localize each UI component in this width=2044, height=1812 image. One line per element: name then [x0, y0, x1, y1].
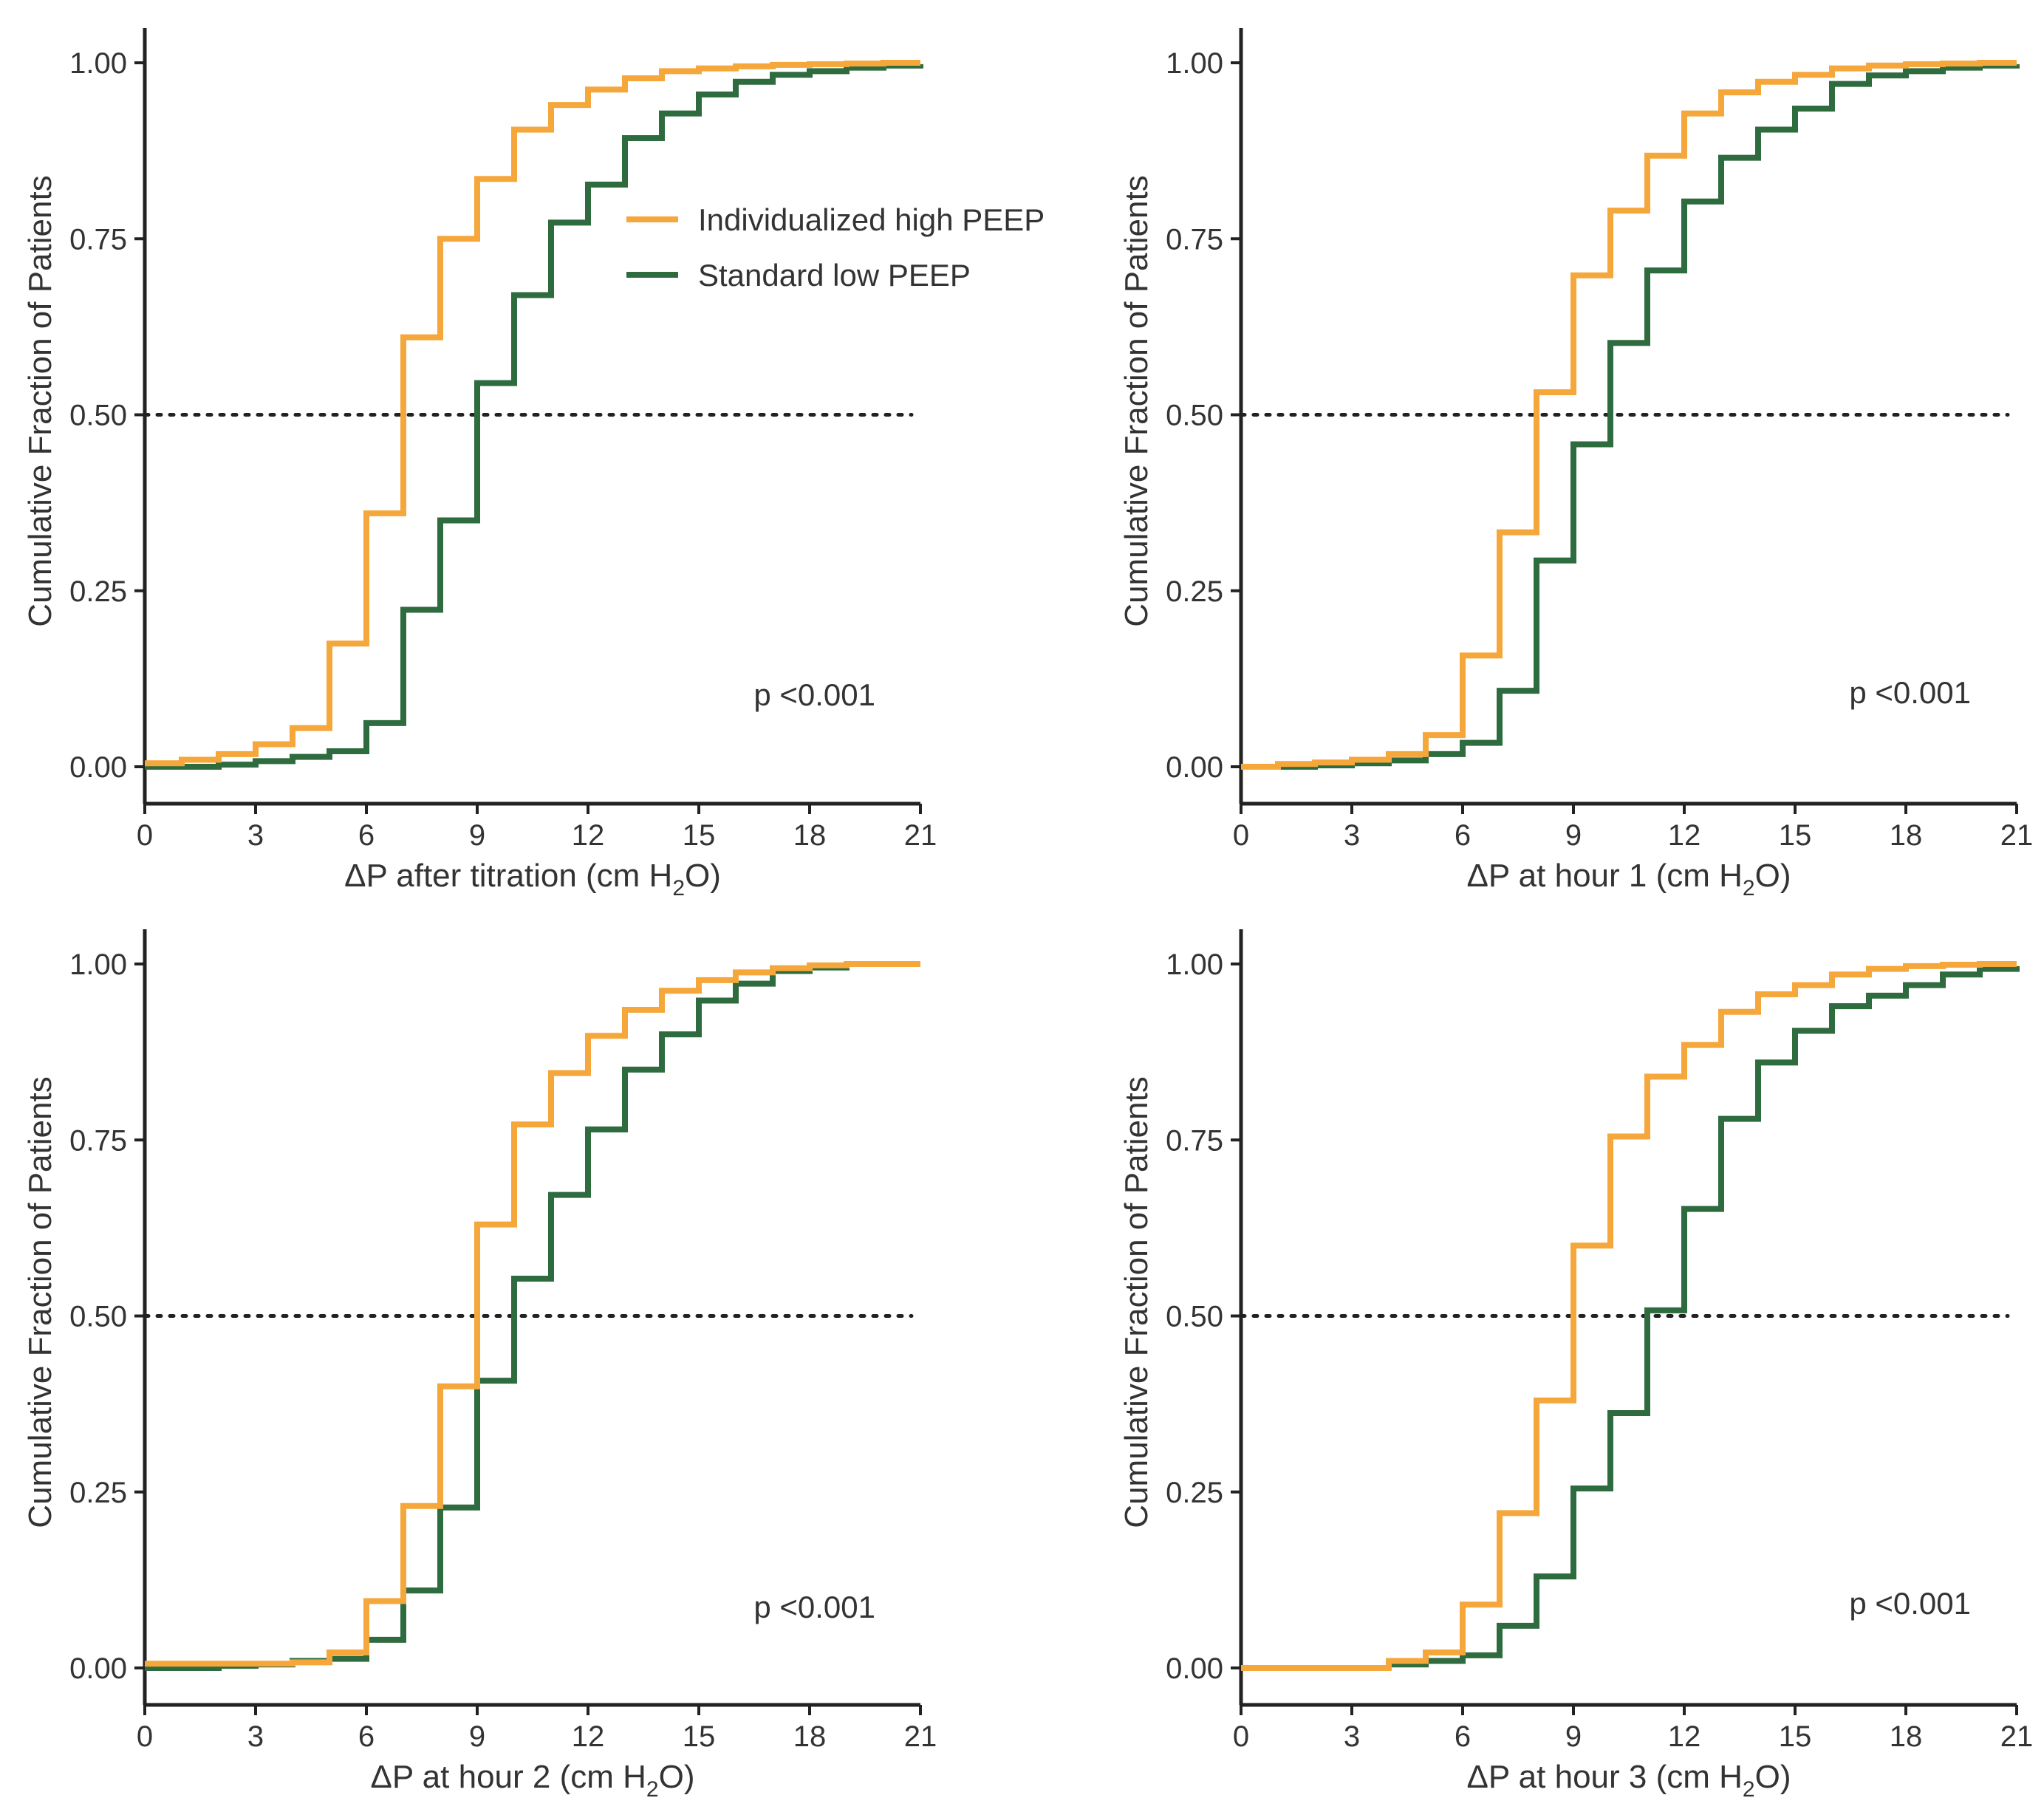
x-tick-label: 3	[247, 819, 264, 852]
legend-label-high-peep: Individualized high PEEP	[698, 202, 1045, 237]
y-tick-label: 0.25	[1166, 575, 1223, 608]
x-tick-label: 15	[1779, 819, 1812, 852]
x-axis-label: ΔP after titration (cm H2O)	[344, 858, 721, 900]
y-tick-label: 0.50	[1166, 1301, 1223, 1333]
x-tick-label: 15	[683, 1720, 716, 1753]
x-tick-label: 9	[1565, 819, 1582, 852]
y-tick-label: 0.50	[1166, 400, 1223, 432]
p-value-annotation: p <0.001	[1849, 1586, 1971, 1621]
series-line-high-peep	[145, 961, 920, 1667]
x-tick-label: 0	[1233, 819, 1249, 852]
x-tick-label: 12	[1668, 1720, 1701, 1753]
y-tick-label: 0.00	[69, 1652, 127, 1685]
series-line-high-peep	[1241, 60, 2017, 770]
x-tick-label: 15	[1779, 1720, 1812, 1753]
y-axis-label: Cumulative Fraction of Patients	[22, 175, 58, 626]
x-tick-label: 3	[1344, 1720, 1360, 1753]
y-tick-label: 0.25	[69, 1477, 127, 1509]
x-tick-label: 6	[1455, 819, 1471, 852]
y-tick-label: 0.75	[1166, 1124, 1223, 1157]
x-tick-label: 18	[1890, 1720, 1923, 1753]
x-tick-label: 0	[137, 1720, 153, 1753]
p-value-annotation: p <0.001	[753, 1590, 875, 1624]
x-tick-label: 12	[1668, 819, 1701, 852]
x-tick-label: 21	[904, 819, 937, 852]
y-tick-label: 0.50	[69, 400, 127, 432]
y-axis-label: Cumulative Fraction of Patients	[1118, 175, 1155, 626]
x-tick-label: 12	[572, 1720, 605, 1753]
y-tick-label: 0.50	[69, 1301, 127, 1333]
x-tick-label: 0	[1233, 1720, 1249, 1753]
x-tick-label: 15	[683, 819, 716, 852]
x-tick-label: 18	[793, 1720, 827, 1753]
x-tick-label: 9	[469, 819, 485, 852]
y-tick-label: 1.00	[69, 47, 127, 80]
x-tick-label: 21	[2000, 819, 2034, 852]
x-tick-label: 6	[358, 819, 375, 852]
x-axis-label: ΔP at hour 1 (cm H2O)	[1467, 858, 1791, 900]
series-line-low-peep	[145, 62, 923, 770]
chart-panel-3: 0.00 0.25 0.50 0.75 1.00 0 3 6 9 12 15 18 21 ΔP at ho…	[22, 929, 937, 1802]
p-value-annotation: p <0.001	[753, 677, 875, 712]
p-value-annotation: p <0.001	[1849, 675, 1971, 710]
x-tick-label: 21	[2000, 1720, 2034, 1753]
chart-panel-1: 0.00 0.25 0.50 0.75 1.00 0 3 6 9 12 15 18 21 ΔP after…	[22, 28, 937, 900]
x-tick-label: 3	[1344, 819, 1360, 852]
y-tick-label: 1.00	[1166, 948, 1223, 981]
y-tick-label: 0.75	[1166, 223, 1223, 256]
y-tick-label: 0.00	[69, 751, 127, 784]
series-line-high-peep	[145, 60, 920, 767]
x-tick-label: 0	[137, 819, 153, 852]
y-tick-label: 0.00	[1166, 1652, 1223, 1685]
y-tick-label: 1.00	[1166, 47, 1223, 80]
y-axis-label: Cumulative Fraction of Patients	[1118, 1076, 1155, 1528]
legend-label-low-peep: Standard low PEEP	[698, 258, 971, 293]
x-tick-label: 9	[469, 1720, 485, 1753]
x-tick-label: 18	[1890, 819, 1923, 852]
y-tick-label: 0.25	[1166, 1477, 1223, 1509]
x-tick-label: 12	[572, 819, 605, 852]
y-tick-label: 1.00	[69, 948, 127, 981]
x-tick-label: 6	[1455, 1720, 1471, 1753]
x-tick-label: 9	[1565, 1720, 1582, 1753]
x-axis-label: ΔP at hour 2 (cm H2O)	[371, 1759, 695, 1802]
x-axis-label: ΔP at hour 3 (cm H2O)	[1467, 1759, 1791, 1802]
chart-panel-4: 0.00 0.25 0.50 0.75 1.00 0 3 6 9 12 15 18 21 ΔP at ho…	[1118, 929, 2033, 1802]
chart-panel-2: 0.00 0.25 0.50 0.75 1.00 0 3 6 9 12 15 18 21 ΔP at ho…	[1118, 28, 2033, 900]
y-tick-label: 0.75	[69, 223, 127, 256]
y-tick-label: 0.00	[1166, 751, 1223, 784]
y-axis-label: Cumulative Fraction of Patients	[22, 1076, 58, 1528]
x-tick-label: 3	[247, 1720, 264, 1753]
x-tick-label: 21	[904, 1720, 937, 1753]
y-tick-label: 0.25	[69, 575, 127, 608]
x-tick-label: 6	[358, 1720, 375, 1753]
legend: Individualized high PEEP Standard low PE…	[626, 202, 1045, 293]
series-line-high-peep	[1241, 961, 2017, 1671]
y-tick-label: 0.75	[69, 1124, 127, 1157]
x-tick-label: 18	[793, 819, 827, 852]
